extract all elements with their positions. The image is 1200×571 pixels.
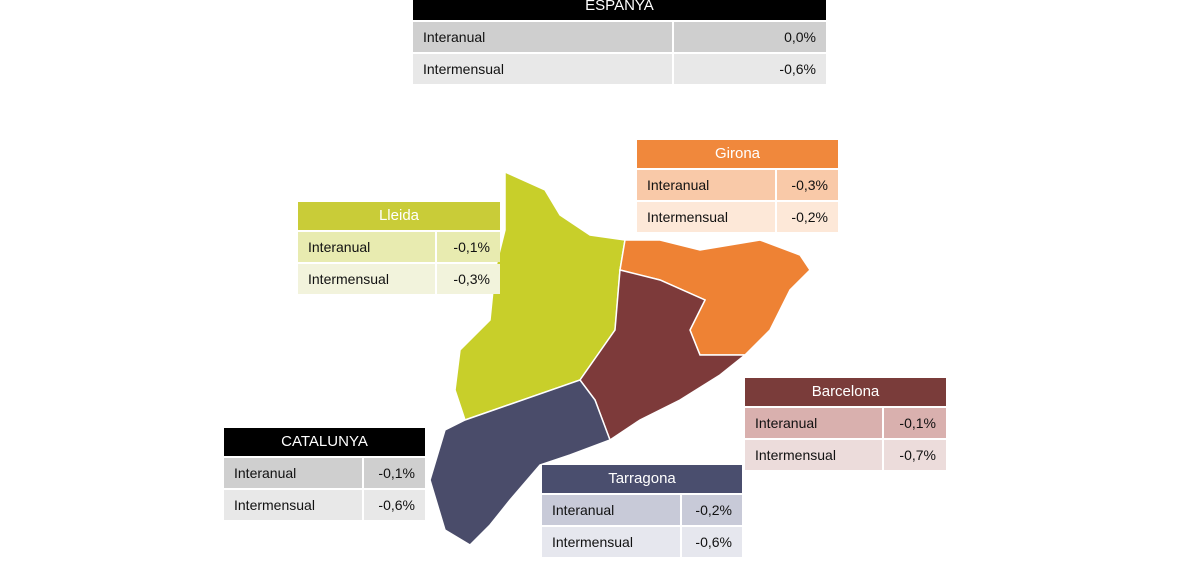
row-label: Interanual: [637, 170, 777, 200]
row-label: Intermensual: [224, 490, 364, 520]
row-label: Interanual: [413, 22, 674, 52]
stats-row: Interanual -0,1%: [298, 232, 500, 262]
row-value: -0,1%: [453, 239, 490, 255]
stats-row: Intermensual -0,7%: [745, 440, 946, 470]
stats-row: Interanual 0,0%: [413, 22, 826, 52]
row-label: Interanual: [542, 495, 682, 525]
row-label: Intermensual: [298, 264, 437, 294]
stats-panel: CATALUNYA Interanual -0,1% Intermensual -0,6…: [224, 428, 425, 520]
stats-row: Intermensual -0,6%: [224, 490, 425, 520]
row-label: Intermensual: [413, 54, 674, 84]
panel-title: Tarragona: [542, 465, 742, 493]
stats-row: Interanual -0,1%: [224, 458, 425, 488]
stats-row: Interanual -0,1%: [745, 408, 946, 438]
row-label: Interanual: [298, 232, 437, 262]
row-value: -0,2%: [695, 502, 732, 518]
stats-row: Intermensual -0,6%: [542, 527, 742, 557]
row-label: Interanual: [224, 458, 364, 488]
panel-title: Girona: [637, 140, 838, 168]
stats-panel: Barcelona Interanual -0,1% Intermensual -0,7…: [745, 378, 946, 470]
row-label: Intermensual: [637, 202, 777, 232]
row-label: Intermensual: [542, 527, 682, 557]
stats-panel: Girona Interanual -0,3% Intermensual -0,2%: [637, 140, 838, 232]
stats-panel: Lleida Interanual -0,1% Intermensual -0,3%: [298, 202, 500, 294]
row-value: -0,1%: [378, 465, 415, 481]
panel-title: Barcelona: [745, 378, 946, 406]
row-value: -0,3%: [453, 271, 490, 287]
row-value: 0,0%: [784, 29, 816, 45]
row-value: -0,6%: [378, 497, 415, 513]
row-label: Intermensual: [745, 440, 884, 470]
row-value: -0,1%: [899, 415, 936, 431]
stats-row: Intermensual -0,2%: [637, 202, 838, 232]
region-tarragona: [429, 379, 611, 546]
row-value: -0,3%: [791, 177, 828, 193]
row-value: -0,6%: [695, 534, 732, 550]
row-value: -0,6%: [779, 61, 816, 77]
panel-title: CATALUNYA: [224, 428, 425, 456]
row-value: -0,2%: [791, 209, 828, 225]
stats-row: Intermensual -0,3%: [298, 264, 500, 294]
stats-row: Interanual -0,2%: [542, 495, 742, 525]
panel-title: ESPANYA: [413, 0, 826, 20]
stats-row: Intermensual -0,6%: [413, 54, 826, 84]
stats-row: Interanual -0,3%: [637, 170, 838, 200]
row-value: -0,7%: [899, 447, 936, 463]
stats-panel: ESPANYA Interanual 0,0% Intermensual -0,6%: [413, 0, 826, 84]
stats-panel: Tarragona Interanual -0,2% Intermensual -0,6…: [542, 465, 742, 557]
panel-title: Lleida: [298, 202, 500, 230]
row-label: Interanual: [745, 408, 884, 438]
